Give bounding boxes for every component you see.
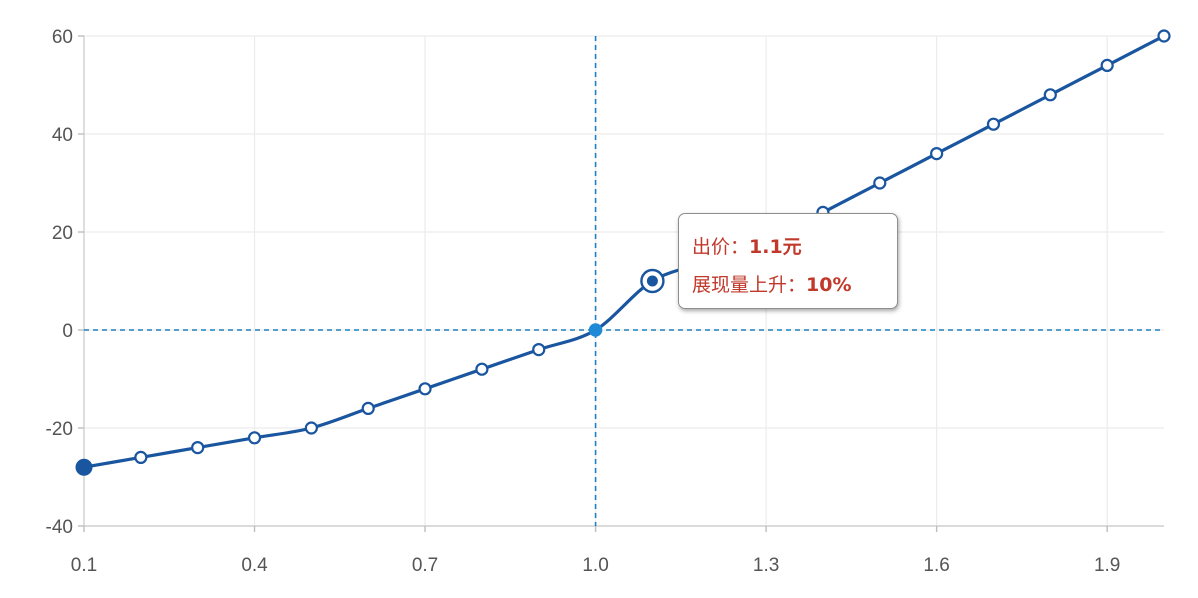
x-tick-label: 1.3	[753, 555, 779, 576]
data-point[interactable]	[418, 382, 432, 396]
tooltip-lift-label: 展现量上升：	[692, 274, 807, 296]
data-point[interactable]	[475, 362, 489, 376]
tooltip-bid-label: 出价：	[692, 236, 750, 258]
y-tick-label: 20	[52, 223, 73, 244]
data-point[interactable]	[873, 176, 887, 190]
data-points	[75, 29, 1171, 476]
grid	[84, 35, 1164, 526]
x-tick-label: 1.9	[1094, 555, 1120, 576]
data-point-reference[interactable]	[588, 323, 603, 337]
axes	[78, 35, 1164, 532]
series-line	[82, 34, 1166, 469]
tick-labels: 60 40 20 0 -20 -40 0.1 0.4 0.7 1.0 1.3 1.6 1.9	[46, 27, 1121, 576]
data-point[interactable]	[930, 147, 944, 161]
x-tick-label: 1.6	[923, 555, 949, 576]
tooltip-lift-row: 展现量上升：10%	[692, 266, 897, 304]
data-point[interactable]	[247, 431, 262, 445]
x-tick-label: 0.1	[71, 555, 97, 576]
series	[82, 34, 1166, 469]
y-tick-label: -20	[46, 419, 73, 440]
y-tick-label: 40	[52, 125, 73, 146]
tooltip-lift-value: 10%	[806, 274, 852, 296]
data-point[interactable]	[532, 343, 546, 357]
y-tick-label: 60	[52, 27, 73, 48]
data-point[interactable]	[986, 117, 1001, 131]
data-point[interactable]	[1043, 88, 1057, 102]
tooltip-bid-row: 出价：1.1元	[692, 228, 897, 266]
data-point[interactable]	[134, 450, 148, 464]
x-tick-label: 1.0	[582, 555, 608, 576]
data-point[interactable]	[1100, 58, 1114, 73]
tooltip-bid-value: 1.1元	[749, 236, 802, 258]
reference-lines	[84, 36, 1164, 526]
y-tick-label: 0	[62, 321, 73, 342]
data-point[interactable]	[361, 401, 375, 415]
active-data-point-dot	[646, 275, 658, 287]
data-point[interactable]	[1157, 29, 1171, 43]
x-tick-label: 0.4	[241, 555, 268, 576]
data-tooltip: 出价：1.1元 展现量上升：10%	[678, 213, 898, 309]
data-point[interactable]	[191, 441, 205, 455]
y-tick-label: -40	[46, 517, 73, 538]
data-point-start[interactable]	[75, 458, 93, 476]
data-point[interactable]	[304, 421, 318, 435]
x-tick-label: 0.7	[412, 555, 438, 576]
